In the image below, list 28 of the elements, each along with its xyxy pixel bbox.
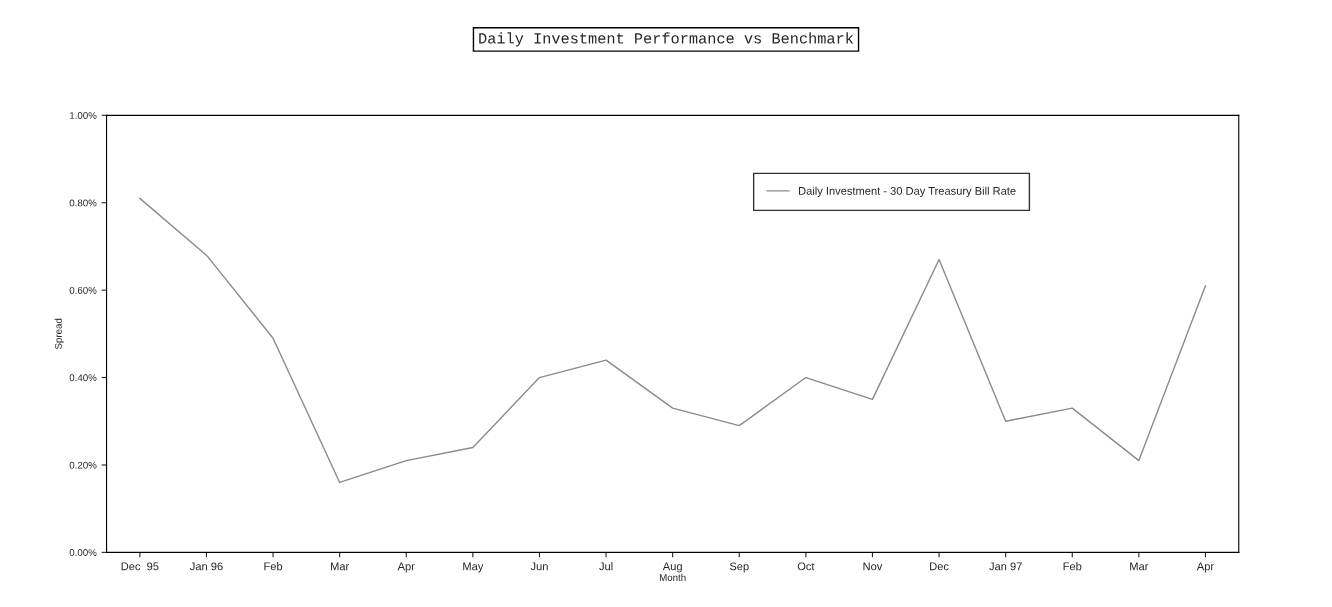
- line-series: [139, 197, 1207, 484]
- x-tick-label: Jan 97: [989, 562, 1022, 571]
- x-tick-label: Aug: [662, 562, 682, 573]
- x-tick-label: Feb: [1063, 562, 1082, 571]
- x-tick-label: Mar: [1130, 562, 1149, 571]
- x-tick-label: Dec: [930, 562, 949, 571]
- y-tick-label: 0.40%: [69, 374, 97, 382]
- x-tick-label: Sep: [729, 562, 749, 573]
- x-tick-label: Feb: [264, 562, 283, 571]
- x-tick-label: Apr: [1196, 562, 1214, 573]
- y-axis-title: Spread: [54, 318, 64, 350]
- y-tick-label: 0.80%: [69, 199, 97, 207]
- y-tick-label: 0.20%: [69, 461, 97, 469]
- x-tick-label: Nov: [863, 562, 883, 571]
- x-tick-label: Oct: [797, 562, 815, 571]
- x-tick-label: Mar: [331, 562, 350, 571]
- x-tick-label: Dec 95: [121, 562, 159, 571]
- x-tick-label: Jul: [599, 562, 613, 571]
- x-tick-label: Jan 96: [189, 562, 223, 571]
- x-tick-label: May: [463, 562, 484, 573]
- x-tick-label: Apr: [397, 562, 415, 573]
- legend-label: Daily Investment - 30 Day Treasury Bill Rate: [799, 186, 1016, 198]
- x-tick-label: Jun: [530, 562, 548, 571]
- y-tick-label: 1.00%: [70, 112, 97, 119]
- y-tick-label: 0.00%: [69, 549, 97, 556]
- y-tick-label: 0.60%: [69, 286, 97, 294]
- x-axis-title: Month: [659, 573, 686, 581]
- chart-title: Daily Investment Performance vs Benchmark: [479, 32, 854, 47]
